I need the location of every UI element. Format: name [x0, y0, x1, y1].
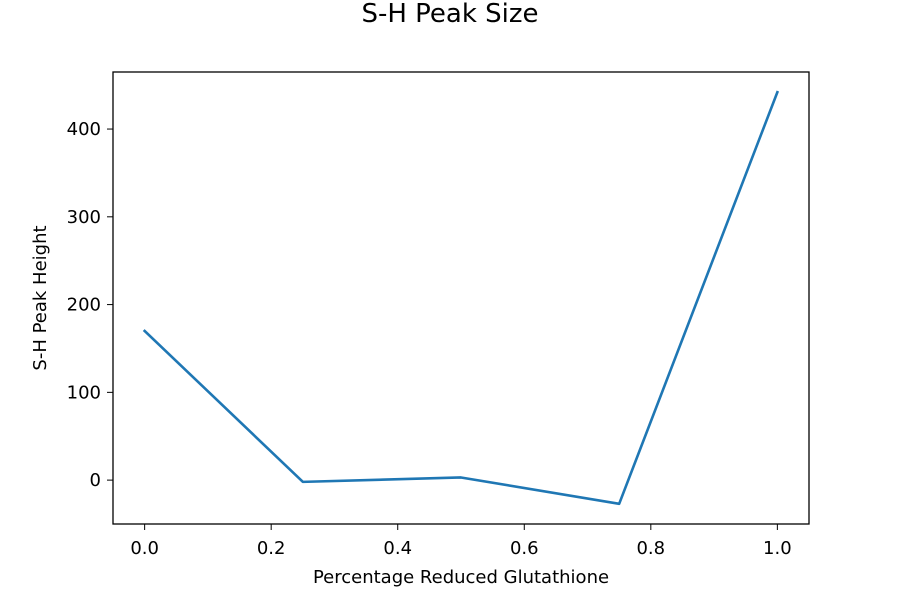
- y-tick-label: 300: [67, 207, 101, 228]
- x-tick-label: 0.2: [257, 538, 286, 559]
- x-tick-label: 0.0: [130, 538, 159, 559]
- chart-title: S-H Peak Size: [361, 0, 538, 29]
- y-tick-label: 200: [67, 295, 101, 316]
- y-axis-label: S-H Peak Height: [30, 225, 51, 370]
- plot-frame: [112, 71, 810, 525]
- x-tick-label: 0.4: [383, 538, 412, 559]
- plot-area: [142, 90, 780, 506]
- x-tick-label: 1.0: [763, 538, 792, 559]
- x-tick-label: 0.8: [636, 538, 665, 559]
- y-tick-label: 0: [90, 470, 101, 491]
- y-tick-label: 100: [67, 382, 101, 403]
- x-axis-label: Percentage Reduced Glutathione: [313, 567, 609, 588]
- x-axis: 0.0 0.2 0.4 0.6 0.8 1.0: [130, 524, 792, 559]
- y-tick-label: 400: [67, 119, 101, 140]
- series-line: [142, 90, 780, 506]
- y-axis: 0 100 200 300 400: [67, 119, 113, 491]
- x-tick-label: 0.6: [510, 538, 539, 559]
